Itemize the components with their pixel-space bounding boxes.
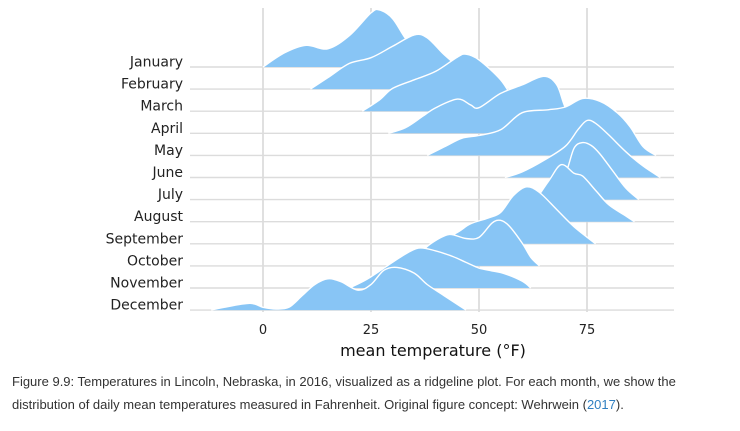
ridge-area-march: [362, 54, 523, 112]
caption-closing: ).: [615, 397, 624, 412]
x-axis-title: mean temperature (°F): [340, 341, 526, 360]
month-label-september: September: [106, 231, 184, 247]
ridge-outline-december: [211, 266, 467, 311]
citation-link[interactable]: 2017: [586, 397, 616, 412]
month-label-august: August: [134, 209, 184, 225]
month-label-november: November: [110, 276, 183, 292]
month-label-october: October: [127, 253, 183, 269]
figure-caption: Figure 9.9: Temperatures in Lincoln, Neb…: [12, 370, 728, 416]
x-tick-label: 75: [579, 323, 596, 338]
month-label-april: April: [151, 121, 183, 137]
ridge-outline-may: [426, 97, 657, 157]
month-label-may: May: [154, 143, 183, 159]
x-tick-label: 25: [363, 323, 380, 338]
ridge-outline-november: [349, 247, 532, 289]
ridge-area-december: [211, 267, 466, 311]
caption-text: Figure 9.9: Temperatures in Lincoln, Neb…: [12, 374, 676, 412]
month-label-july: July: [157, 187, 183, 203]
ridge-area-september: [435, 186, 596, 244]
month-label-february: February: [121, 77, 183, 93]
month-label-december: December: [110, 298, 183, 314]
ridge-outline-october: [405, 219, 540, 267]
month-labels: January February March April May June July Augu…: [106, 55, 184, 314]
month-label-january: January: [129, 55, 183, 71]
ridges: [211, 8, 661, 311]
ridge-outline-april: [388, 75, 588, 134]
ridgeline-chart: January February March April May June July Augu…: [106, 8, 674, 360]
month-label-march: March: [140, 99, 183, 115]
month-label-june: June: [152, 165, 184, 181]
x-tick-label: 50: [471, 323, 488, 338]
x-tick-label: 0: [259, 323, 267, 338]
x-tick-labels: 0 25 50 75: [259, 323, 595, 338]
ridge-outline-june: [504, 119, 661, 179]
ridge-outline-september: [435, 186, 597, 245]
ridge-outline-march: [362, 53, 523, 112]
